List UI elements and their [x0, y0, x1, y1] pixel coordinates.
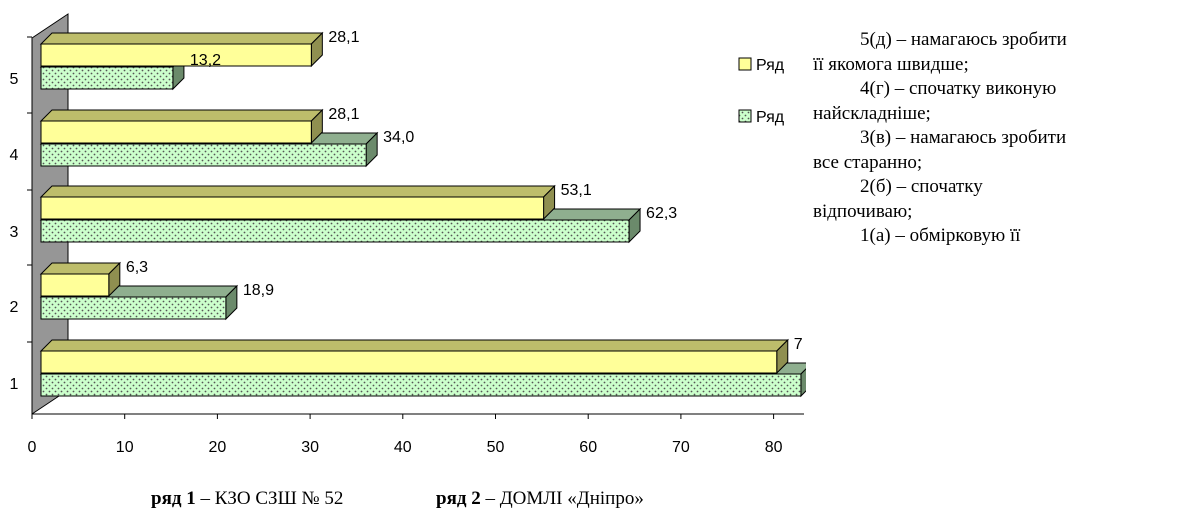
- x-tick-label: 20: [209, 439, 227, 456]
- x-tick-label: 0: [28, 439, 37, 456]
- bar-series-1: [40, 350, 778, 374]
- bar-series-1: [40, 196, 545, 220]
- description-line: 4(г) – спочатку виконую: [860, 78, 1057, 99]
- data-label: 18,9: [243, 282, 274, 299]
- data-label: 53,1: [561, 182, 592, 199]
- description-line: 2(б) – спочатку: [860, 176, 983, 197]
- data-label: 6,3: [126, 259, 148, 276]
- legend-label-series-1: Ряд: [756, 57, 785, 74]
- bar-top-series-1: [39, 32, 324, 45]
- description-line: все старанно;: [813, 151, 923, 173]
- x-tick-label: 10: [116, 439, 134, 456]
- category-label: 4: [10, 147, 19, 164]
- description-line: її якомога швидше;: [813, 53, 969, 75]
- data-label: 13,2: [190, 52, 221, 69]
- data-label: 28,1: [328, 29, 359, 46]
- legend-label-series-2: Ряд: [756, 109, 785, 126]
- x-tick-label: 70: [672, 439, 690, 456]
- x-tick-label: 40: [394, 439, 412, 456]
- caption-row-2-label: ряд 2: [436, 488, 481, 509]
- bar-series-1: [40, 273, 110, 297]
- description-line: 3(в) – намагаюсь зробити: [860, 127, 1067, 148]
- bar-top-series-1: [39, 185, 556, 198]
- description-line: 1(а) – обмірковую її: [860, 225, 1021, 246]
- bar-top-series-1: [39, 109, 324, 122]
- answers-description: 5(д) – намагаюсь зробити її якомога швидш…: [813, 28, 1173, 249]
- bar-top-series-1: [39, 339, 789, 352]
- x-tick-label: 50: [487, 439, 505, 456]
- bar-series-1: [40, 120, 312, 144]
- data-label: 34,0: [383, 129, 414, 146]
- x-tick-label: 30: [301, 439, 319, 456]
- category-label: 2: [10, 299, 19, 316]
- bar-chart: 7 18,9 6,3 62,3 53,1 34,0 28,1 13,2 28,1 0 10 20 30…: [10, 13, 806, 456]
- bar-series-1: [40, 43, 312, 67]
- bar-series-2: [40, 66, 174, 90]
- bar-top-series-1: [39, 262, 122, 275]
- x-tick-label: 80: [765, 439, 783, 456]
- caption-row-2: ряд 2 – ДОМЛІ «Дніпро»: [436, 488, 644, 510]
- legend-swatch-series-1: [738, 57, 752, 71]
- data-label: 7: [794, 336, 803, 353]
- caption-row-1: ряд 1 – КЗО СЗШ № 52: [151, 488, 343, 510]
- legend-swatch-series-2: [738, 109, 752, 123]
- caption-row-2-text: – ДОМЛІ «Дніпро»: [480, 488, 644, 509]
- description-line: відпочиваю;: [813, 200, 913, 222]
- bar-series-2: [40, 219, 630, 243]
- description-line: найскладніше;: [813, 102, 931, 124]
- caption-row-1-label: ряд 1: [151, 488, 196, 509]
- description-line: 5(д) – намагаюсь зробити: [860, 29, 1067, 50]
- data-label: 28,1: [328, 106, 359, 123]
- category-label: 3: [10, 224, 19, 241]
- bar-series-2: [40, 373, 802, 397]
- bar-series-2: [40, 296, 227, 320]
- bar-series-2: [40, 143, 367, 167]
- category-label: 1: [10, 376, 19, 393]
- category-label: 5: [10, 71, 19, 88]
- data-label: 62,3: [646, 205, 677, 222]
- caption-row-1-text: – КЗО СЗШ № 52: [195, 488, 344, 509]
- x-tick-label: 60: [579, 439, 597, 456]
